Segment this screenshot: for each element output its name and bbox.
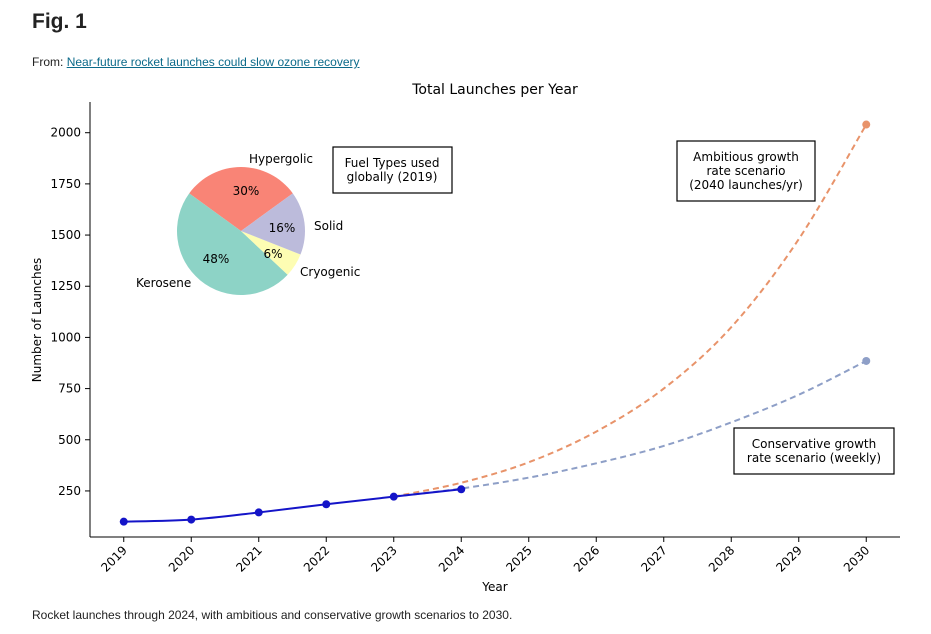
x-tick-label: 2019	[98, 543, 129, 574]
launches-chart: 250 500 750 1000 1250 1500 1750 2000 2019 2020 202…	[30, 82, 900, 594]
source-prefix: From:	[32, 55, 64, 69]
y-tick-label: 2000	[50, 126, 81, 140]
x-tick-label: 2025	[503, 543, 534, 574]
pie-label-hypergolic: Hypergolic	[249, 152, 313, 166]
observed-launches-line	[123, 488, 462, 523]
y-tick-label: 1250	[50, 279, 81, 293]
pie-pct-kerosene: 48%	[203, 252, 230, 266]
pie-slice-hypergolic	[189, 167, 293, 231]
pie-title-box	[332, 146, 453, 194]
observed-point	[187, 515, 196, 524]
chart-labels: Total Launches per Year Year Number of Lau…	[30, 82, 895, 594]
pie-pct-solid: 16%	[269, 221, 296, 235]
source-link[interactable]: Near-future rocket launches could slow o…	[66, 55, 360, 69]
y-axis-label: Number of Launches	[30, 258, 44, 383]
observed-point	[322, 500, 331, 509]
x-tick-label: 2024	[436, 543, 467, 574]
ambitious-annotation: Ambitious growth rate scenario (2040 launc…	[689, 150, 803, 192]
fuel-pie: Hypergolic 30% Solid 16% Cryogenic 6% Kerosene…	[136, 146, 453, 295]
observed-point	[457, 485, 466, 494]
x-tick-label: 2027	[638, 543, 669, 574]
observed-point	[119, 517, 128, 526]
conservative-scenario-endpoint	[862, 356, 871, 365]
x-tick-label: 2030	[841, 543, 872, 574]
conservative-annotation-box	[733, 427, 895, 475]
ambitious-annotation-box	[676, 140, 816, 202]
pie-slice-solid	[241, 193, 306, 255]
x-tick-label: 2029	[773, 543, 804, 574]
chart-title: Total Launches per Year	[411, 82, 578, 98]
pie-slice-kerosene	[177, 193, 288, 295]
conservative-annotation: Conservative growth rate scenario (weekly…	[747, 437, 881, 465]
y-tick-label: 500	[58, 433, 81, 447]
source-line: From: Near-future rocket launches could …	[32, 55, 360, 69]
x-tick-label: 2028	[706, 543, 737, 574]
chart-series	[119, 120, 871, 526]
observed-point	[389, 492, 398, 501]
x-tick-label: 2020	[166, 543, 197, 574]
x-tick-label: 2026	[571, 543, 602, 574]
conservative-scenario-line	[393, 360, 867, 498]
x-tick-label: 2022	[301, 543, 332, 574]
x-axis-label: Year	[481, 580, 507, 594]
y-tick-label: 1750	[50, 177, 81, 191]
y-tick-label: 250	[58, 484, 81, 498]
pie-label-cryogenic: Cryogenic	[300, 265, 360, 279]
figure-title: Fig. 1	[32, 10, 87, 33]
pie-slice-cryogenic	[241, 231, 301, 275]
observed-point	[254, 508, 263, 517]
pie-label-solid: Solid	[314, 219, 343, 233]
x-tick-label: 2021	[233, 543, 264, 574]
ambitious-scenario-line	[393, 124, 868, 498]
pie-title: Fuel Types used globally (2019)	[345, 156, 440, 184]
y-tick-label: 1000	[50, 330, 81, 344]
x-tick-label: 2023	[368, 543, 399, 574]
ambitious-scenario-endpoint	[862, 120, 871, 129]
y-tick-label: 750	[58, 382, 81, 396]
y-tick-label: 1500	[50, 228, 81, 242]
figure-caption: Rocket launches through 2024, with ambit…	[32, 608, 513, 622]
pie-label-kerosene: Kerosene	[136, 276, 191, 290]
pie-pct-hypergolic: 30%	[233, 184, 260, 198]
pie-pct-cryogenic: 6%	[263, 247, 282, 261]
